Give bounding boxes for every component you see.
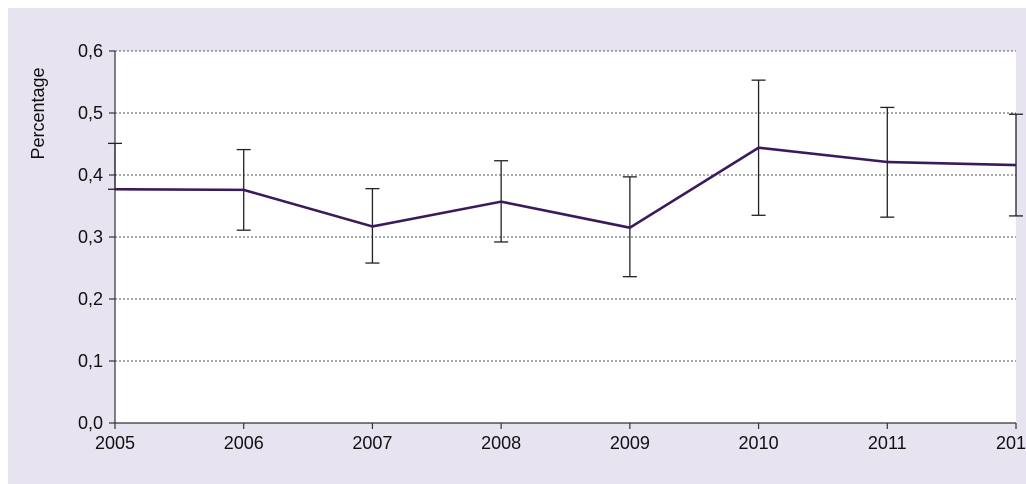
- x-tick-label: 2012: [996, 433, 1026, 453]
- y-tick-label: 0,0: [78, 413, 103, 433]
- y-tick-labels: 0,0 0,1 0,2 0,3 0,4 0,5 0,6: [78, 41, 103, 433]
- x-tick-label: 2006: [224, 433, 264, 453]
- x-tick-label: 2011: [868, 433, 907, 453]
- line-chart: 0,00,10,20,30,40,50,6 2005 2006 2007 2008 20…: [8, 8, 1026, 484]
- x-tick-label: 2005: [95, 433, 135, 453]
- y-tick-label: 0,3: [78, 227, 103, 247]
- y-axis-title: Percentage: [28, 67, 48, 159]
- y-tick-label: 0,5: [78, 103, 103, 123]
- chart-panel: 0,0 0,1 0,2 0,3 0,4 0,5 0,6 2005 2006 2007 2008 20…: [8, 8, 1026, 484]
- y-tick-label: 0,4: [78, 165, 103, 185]
- y-tick-label: 0,6: [78, 41, 103, 61]
- y-tick-label: 0,1: [78, 351, 103, 371]
- x-tick-label: 2010: [739, 433, 779, 453]
- x-tick-label: 2009: [610, 433, 650, 453]
- x-tick-label: 2008: [481, 433, 521, 453]
- x-tick-labels: 2005 2006 2007 2008 2009 2010 2011 2012: [95, 433, 1026, 453]
- x-tick-label: 2007: [352, 433, 392, 453]
- y-tick-label: 0,2: [78, 289, 103, 309]
